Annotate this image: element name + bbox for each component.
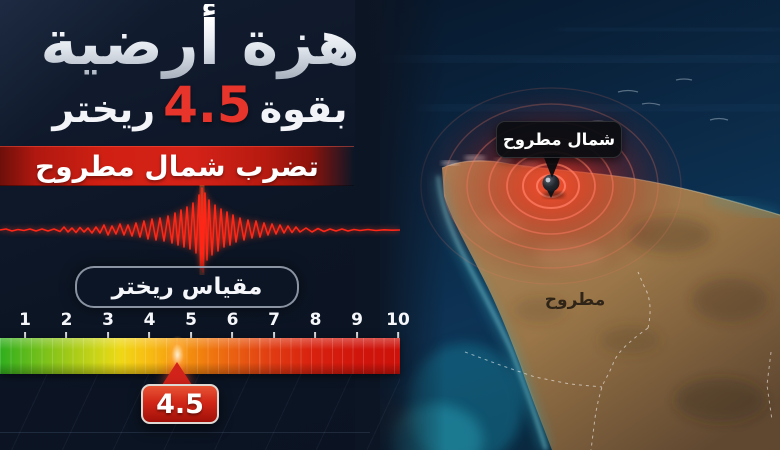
scale-tick-label: 7 xyxy=(268,310,280,330)
pin-callout-tail xyxy=(543,155,561,178)
location-banner: تضرب شمال مطروح xyxy=(0,146,354,186)
subtitle-suffix: ريختر xyxy=(52,86,156,131)
scale-tick-label: 8 xyxy=(309,310,322,330)
pin-callout-label: شمال مطروح xyxy=(502,130,616,149)
corner-streak xyxy=(0,0,160,150)
boundary-lines xyxy=(464,271,773,450)
scale-tick-label: 9 xyxy=(351,310,363,330)
scale-tick-label: 10 xyxy=(386,310,410,330)
richter-gradient-bar xyxy=(0,338,400,374)
scale-tick-label: 2 xyxy=(60,310,73,330)
location-banner-text: تضرب شمال مطروح xyxy=(35,149,319,183)
subtitle-prefix: بقوة xyxy=(259,86,348,131)
scale-tick-label: 6 xyxy=(226,310,239,330)
page-title: هزة أرضية xyxy=(0,4,400,82)
background-grid-line xyxy=(0,432,370,433)
map-illustration xyxy=(340,0,780,450)
scale-tick-label: 4 xyxy=(143,310,156,330)
satellite-map: شمال مطروح مطروح xyxy=(340,0,780,450)
scale-tick-label: 3 xyxy=(102,310,114,330)
scale-title-pill: مقياس ريختر xyxy=(75,266,299,308)
scale-tick-label: 1 xyxy=(19,310,31,330)
seismograph-waveform xyxy=(0,185,400,275)
pin-callout: شمال مطروح xyxy=(496,121,622,158)
magnitude-subtitle: بقوة4.5ريختر xyxy=(0,76,400,134)
value-pointer xyxy=(162,362,192,385)
region-label: مطروح xyxy=(544,290,606,310)
scale-tick-labels: 1 2 3 4 5 6 7 8 9 10 xyxy=(0,310,420,332)
scale-tick-label: 5 xyxy=(185,310,197,330)
scale-title: مقياس ريختر xyxy=(111,274,263,300)
location-pin-icon xyxy=(542,174,565,199)
headline-block: هزة أرضية بقوة4.5ريختر xyxy=(0,4,400,134)
magnitude-badge-value: 4.5 xyxy=(156,388,204,420)
map-left-fade xyxy=(355,0,445,450)
magnitude-value: 4.5 xyxy=(163,75,252,134)
waveform-trace xyxy=(0,187,400,273)
magnitude-badge: 4.5 xyxy=(141,384,219,424)
